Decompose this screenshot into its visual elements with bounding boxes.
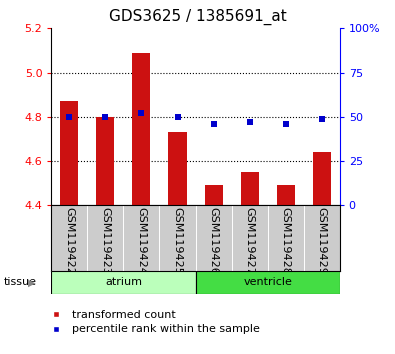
Bar <box>276 185 295 205</box>
Point <box>66 114 73 120</box>
Point <box>246 119 253 125</box>
Text: ▶: ▶ <box>28 277 36 287</box>
Legend: transformed count, percentile rank within the sample: transformed count, percentile rank withi… <box>45 310 260 335</box>
Point <box>174 114 181 120</box>
Point <box>138 110 145 116</box>
Text: tissue: tissue <box>4 277 37 287</box>
Point <box>318 116 325 121</box>
Text: GSM119428: GSM119428 <box>280 207 291 275</box>
Bar <box>169 132 186 205</box>
Text: GSM119424: GSM119424 <box>136 207 147 275</box>
Text: GSM119425: GSM119425 <box>173 207 182 275</box>
Text: GSM119429: GSM119429 <box>317 207 327 275</box>
Text: GSM119427: GSM119427 <box>245 207 255 275</box>
Point <box>102 114 109 120</box>
Text: GSM119423: GSM119423 <box>100 207 111 275</box>
Bar <box>205 185 222 205</box>
Text: ventricle: ventricle <box>243 277 292 287</box>
Text: GDS3625 / 1385691_at: GDS3625 / 1385691_at <box>109 9 286 25</box>
Text: GSM119422: GSM119422 <box>64 207 74 275</box>
Bar <box>96 117 115 205</box>
Bar <box>313 152 331 205</box>
Bar <box>196 271 340 294</box>
Text: atrium: atrium <box>105 277 142 287</box>
Point <box>211 121 217 127</box>
Bar <box>60 101 78 205</box>
Bar <box>51 271 196 294</box>
Text: GSM119426: GSM119426 <box>209 207 218 275</box>
Point <box>282 121 289 127</box>
Bar <box>241 172 259 205</box>
Bar <box>132 53 150 205</box>
